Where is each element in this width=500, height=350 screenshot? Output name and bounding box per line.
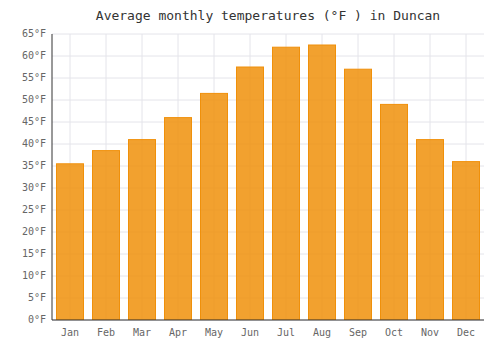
bar	[273, 47, 300, 320]
y-tick-label: 30°F	[22, 182, 46, 193]
y-grid-line	[52, 34, 484, 35]
y-tick-label: 35°F	[22, 160, 46, 171]
x-tick-label: Jan	[61, 327, 79, 338]
title: Average monthly temperatures (°F ) in Du…	[96, 8, 440, 23]
chart-container: 0°F 5°F 10°F 15°F 20°F 25°F 30°F 35°F 40°F 45°F 50…	[0, 0, 500, 350]
bar	[381, 104, 408, 320]
bar	[129, 140, 156, 320]
x-tick-label: Nov	[421, 327, 439, 338]
x-tick-label: Apr	[169, 327, 187, 338]
bar	[93, 151, 120, 320]
bar	[201, 93, 228, 320]
y-grid-line	[52, 122, 484, 123]
y-grid-line	[52, 100, 484, 101]
y-tick-label: 25°F	[22, 204, 46, 215]
bar	[57, 164, 84, 320]
y-tick-label: 60°F	[22, 50, 46, 61]
x-axis-line	[52, 320, 484, 321]
bar	[417, 140, 444, 320]
y-tick-label: 45°F	[22, 116, 46, 127]
chart-svg: 0°F 5°F 10°F 15°F 20°F 25°F 30°F 35°F 40°F 45°F 50…	[0, 0, 500, 350]
y-tick-label: 50°F	[22, 94, 46, 105]
axes: 0°F 5°F 10°F 15°F 20°F 25°F 30°F 35°F 40°F 45°F 50…	[22, 28, 484, 338]
y-grid-line	[52, 320, 484, 321]
bar	[453, 162, 480, 320]
bar	[237, 67, 264, 320]
bar	[345, 69, 372, 320]
grid	[52, 34, 484, 320]
y-grid-line	[52, 56, 484, 57]
y-grid-line	[52, 78, 484, 79]
y-tick-label: 5°F	[28, 292, 46, 303]
y-tick-label: 0°F	[28, 314, 46, 325]
y-tick-label: 20°F	[22, 226, 46, 237]
x-tick-label: Aug	[313, 327, 331, 338]
y-axis-line	[52, 34, 53, 320]
x-tick-label: Jun	[241, 327, 259, 338]
y-tick-label: 65°F	[22, 28, 46, 39]
y-tick-label: 10°F	[22, 270, 46, 281]
bars	[57, 45, 480, 320]
y-tick-label: 15°F	[22, 248, 46, 259]
x-tick-label: Oct	[385, 327, 403, 338]
x-tick-label: Mar	[133, 327, 151, 338]
x-tick-label: Feb	[97, 327, 115, 338]
y-tick-label: 55°F	[22, 72, 46, 83]
bar	[309, 45, 336, 320]
page: {"chart_data": {"type": "bar", "title": …	[0, 0, 500, 350]
bar	[165, 118, 192, 320]
x-tick-label: Jul	[277, 327, 295, 338]
x-tick-label: May	[205, 327, 223, 338]
y-tick-label: 40°F	[22, 138, 46, 149]
x-tick-label: Sep	[349, 327, 367, 338]
x-tick-label: Dec	[457, 327, 475, 338]
